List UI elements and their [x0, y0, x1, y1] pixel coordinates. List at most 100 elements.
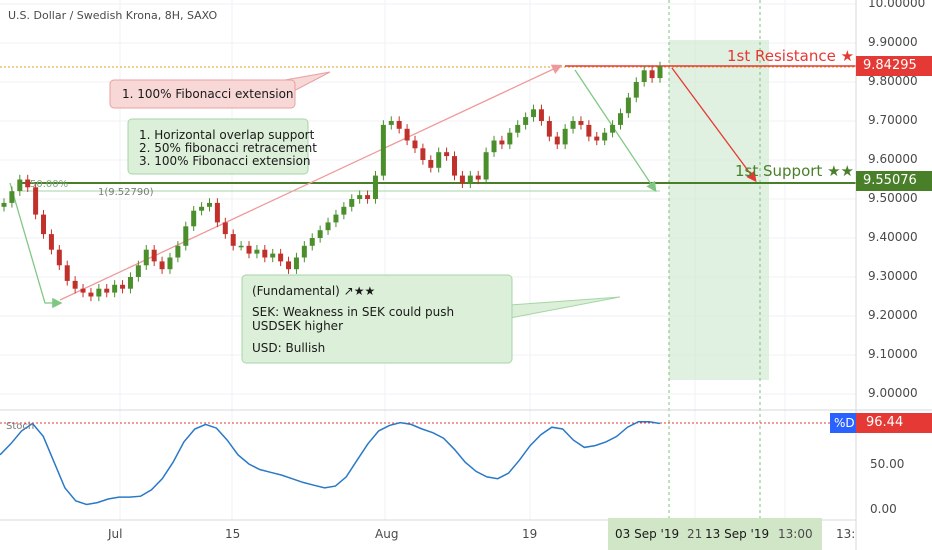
- price-tick-label: 9.10000: [868, 347, 918, 361]
- support-note-line-1: 1. Horizontal overlap support: [139, 128, 315, 142]
- candle-body[interactable]: [112, 284, 118, 293]
- candle-body[interactable]: [325, 222, 331, 231]
- candle-body[interactable]: [333, 214, 339, 223]
- candle-body[interactable]: [617, 113, 623, 125]
- candle-body[interactable]: [436, 152, 442, 168]
- candle-body[interactable]: [602, 132, 608, 141]
- candle-body[interactable]: [357, 195, 363, 199]
- candle-body[interactable]: [309, 238, 315, 246]
- candle-body[interactable]: [444, 152, 450, 157]
- candle-body[interactable]: [610, 124, 616, 133]
- candle-body[interactable]: [9, 191, 15, 203]
- candle-body[interactable]: [380, 124, 386, 176]
- candle-body[interactable]: [499, 140, 505, 145]
- candle-body[interactable]: [262, 249, 268, 258]
- candlestick-series[interactable]: [1, 61, 663, 302]
- candle-body[interactable]: [175, 245, 181, 258]
- candle-body[interactable]: [341, 206, 347, 215]
- candle-body[interactable]: [467, 175, 473, 184]
- candle-body[interactable]: [72, 280, 78, 289]
- candle-body[interactable]: [143, 249, 149, 266]
- candle-body[interactable]: [317, 230, 323, 238]
- candle-body[interactable]: [48, 234, 54, 250]
- candle-body[interactable]: [507, 132, 513, 145]
- candle-body[interactable]: [17, 179, 23, 192]
- candle-body[interactable]: [349, 199, 355, 207]
- fundamental-line-1: SEK: Weakness in SEK could push USDSEK h…: [252, 305, 455, 333]
- candle-body[interactable]: [293, 257, 299, 270]
- support-note-line-2: 2. 50% fibonacci retracement: [139, 141, 317, 155]
- candle-body[interactable]: [159, 261, 165, 270]
- candle-body[interactable]: [80, 288, 86, 293]
- candle-body[interactable]: [578, 121, 584, 125]
- candle-body[interactable]: [657, 66, 663, 79]
- candle-body[interactable]: [199, 206, 205, 211]
- candle-body[interactable]: [230, 234, 236, 246]
- price-tick-label: 9.20000: [868, 308, 918, 322]
- candle-body[interactable]: [515, 124, 521, 133]
- candle-body[interactable]: [301, 245, 307, 258]
- candle-body[interactable]: [625, 97, 631, 114]
- candle-body[interactable]: [365, 195, 371, 199]
- candle-body[interactable]: [641, 70, 647, 82]
- candle-body[interactable]: [428, 160, 434, 168]
- candle-body[interactable]: [246, 245, 252, 254]
- candle-body[interactable]: [183, 226, 189, 246]
- candle-body[interactable]: [372, 175, 378, 199]
- candle-body[interactable]: [491, 140, 497, 153]
- candle-body[interactable]: [96, 288, 102, 297]
- candle-body[interactable]: [459, 175, 465, 184]
- candle-body[interactable]: [33, 187, 39, 215]
- candle-body[interactable]: [452, 156, 458, 176]
- candle-body[interactable]: [278, 253, 284, 262]
- candle-body[interactable]: [222, 222, 228, 235]
- candle-body[interactable]: [523, 117, 529, 125]
- candle-body[interactable]: [538, 109, 544, 121]
- candle-body[interactable]: [88, 292, 94, 297]
- candle-body[interactable]: [270, 253, 276, 258]
- candle-body[interactable]: [531, 109, 537, 118]
- stoch-d-line[interactable]: [0, 420, 661, 506]
- candle-body[interactable]: [649, 70, 655, 79]
- candle-body[interactable]: [475, 175, 481, 180]
- candle-body[interactable]: [191, 210, 197, 227]
- time-tick-19: 19: [522, 527, 538, 541]
- candle-body[interactable]: [214, 202, 220, 223]
- candle-body[interactable]: [104, 288, 110, 293]
- stoch-tick-50: 50.00: [870, 457, 905, 471]
- candle-body[interactable]: [151, 249, 157, 262]
- time-tick-15: 15: [225, 527, 241, 541]
- candle-body[interactable]: [388, 121, 394, 125]
- candle-body[interactable]: [41, 214, 47, 235]
- support-note-line-3: 3. 100% Fibonacci extension: [139, 154, 311, 168]
- chart-title: U.S. Dollar / Swedish Krona, 8H, SAXO: [8, 9, 218, 22]
- candle-body[interactable]: [562, 128, 568, 145]
- candle-body[interactable]: [238, 245, 244, 248]
- candle-body[interactable]: [127, 277, 133, 289]
- candle-body[interactable]: [546, 121, 552, 137]
- candle-body[interactable]: [570, 121, 576, 129]
- candle-body[interactable]: [254, 249, 260, 254]
- candle-body[interactable]: [633, 82, 639, 98]
- support-note-box: [127, 118, 309, 175]
- candle-body[interactable]: [64, 265, 70, 281]
- candle-body[interactable]: [586, 124, 592, 137]
- candle-body[interactable]: [206, 202, 212, 207]
- candle-body[interactable]: [167, 257, 173, 270]
- candle-body[interactable]: [483, 152, 489, 180]
- candle-body[interactable]: [286, 261, 292, 270]
- highlight-end-date: 13 Sep '19: [705, 527, 770, 541]
- candle-body[interactable]: [135, 265, 141, 277]
- candle-body[interactable]: [420, 148, 426, 160]
- candle-body[interactable]: [120, 284, 126, 289]
- candle-body[interactable]: [412, 140, 418, 149]
- candle-body[interactable]: [404, 128, 410, 141]
- candle-body[interactable]: [1, 202, 7, 207]
- candle-body[interactable]: [554, 136, 560, 145]
- candle-body[interactable]: [396, 121, 402, 129]
- candle-body[interactable]: [594, 136, 600, 141]
- price-tick-label: 9.50000: [868, 191, 918, 205]
- candle-body[interactable]: [56, 249, 62, 266]
- candle-body[interactable]: [25, 179, 31, 188]
